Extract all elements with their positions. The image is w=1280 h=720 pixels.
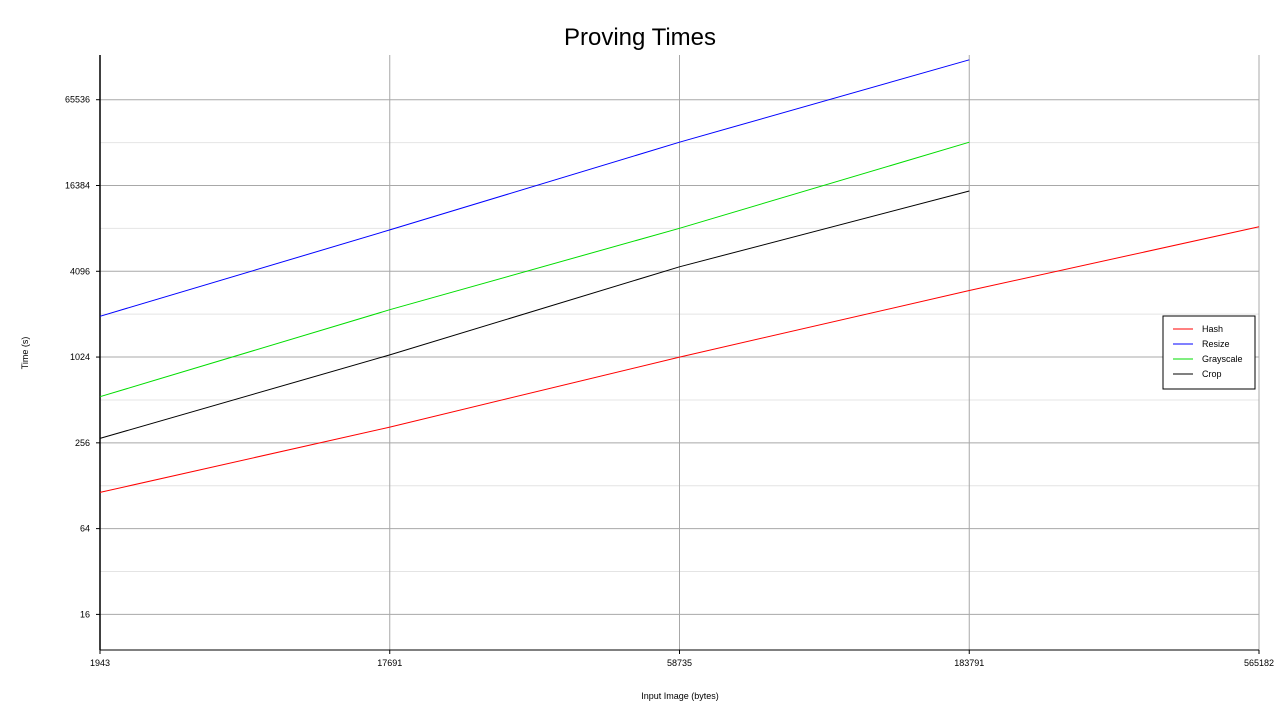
series-line-grayscale	[99, 141, 970, 398]
x-tick-label: 183791	[954, 658, 984, 668]
x-tick-label: 17691	[377, 658, 402, 668]
y-tick-label: 256	[75, 438, 90, 448]
x-tick-label: 1943	[90, 658, 110, 668]
legend-label-crop: Crop	[1202, 369, 1222, 379]
tick-labels: 16 64 256 1024 4096 16384 65536 1943 17691 58735 1…	[65, 95, 1274, 668]
y-tick-label: 65536	[65, 95, 90, 105]
y-tick-label: 4096	[70, 266, 90, 276]
x-axis-label: Input Image (bytes)	[641, 691, 719, 701]
x-tick-label: 565182	[1244, 658, 1274, 668]
y-axis-label: Time (s)	[20, 337, 30, 370]
x-tick-label: 58735	[667, 658, 692, 668]
legend: Hash Resize Grayscale Crop	[1162, 315, 1256, 390]
y-tick-label: 16384	[65, 180, 90, 190]
series-line-hash	[99, 226, 1260, 493]
axes	[96, 55, 1260, 654]
grid	[99, 55, 1260, 650]
legend-box	[1162, 315, 1256, 390]
legend-label-grayscale: Grayscale	[1202, 354, 1243, 364]
series-lines	[99, 59, 1260, 493]
y-tick-label: 1024	[70, 352, 90, 362]
series-line-resize	[99, 59, 970, 317]
legend-label-resize: Resize	[1202, 339, 1230, 349]
y-tick-label: 64	[80, 524, 90, 534]
y-tick-label: 16	[80, 609, 90, 619]
legend-label-hash: Hash	[1202, 324, 1223, 334]
chart-title: Proving Times	[564, 24, 716, 51]
series-line-crop	[99, 190, 970, 439]
